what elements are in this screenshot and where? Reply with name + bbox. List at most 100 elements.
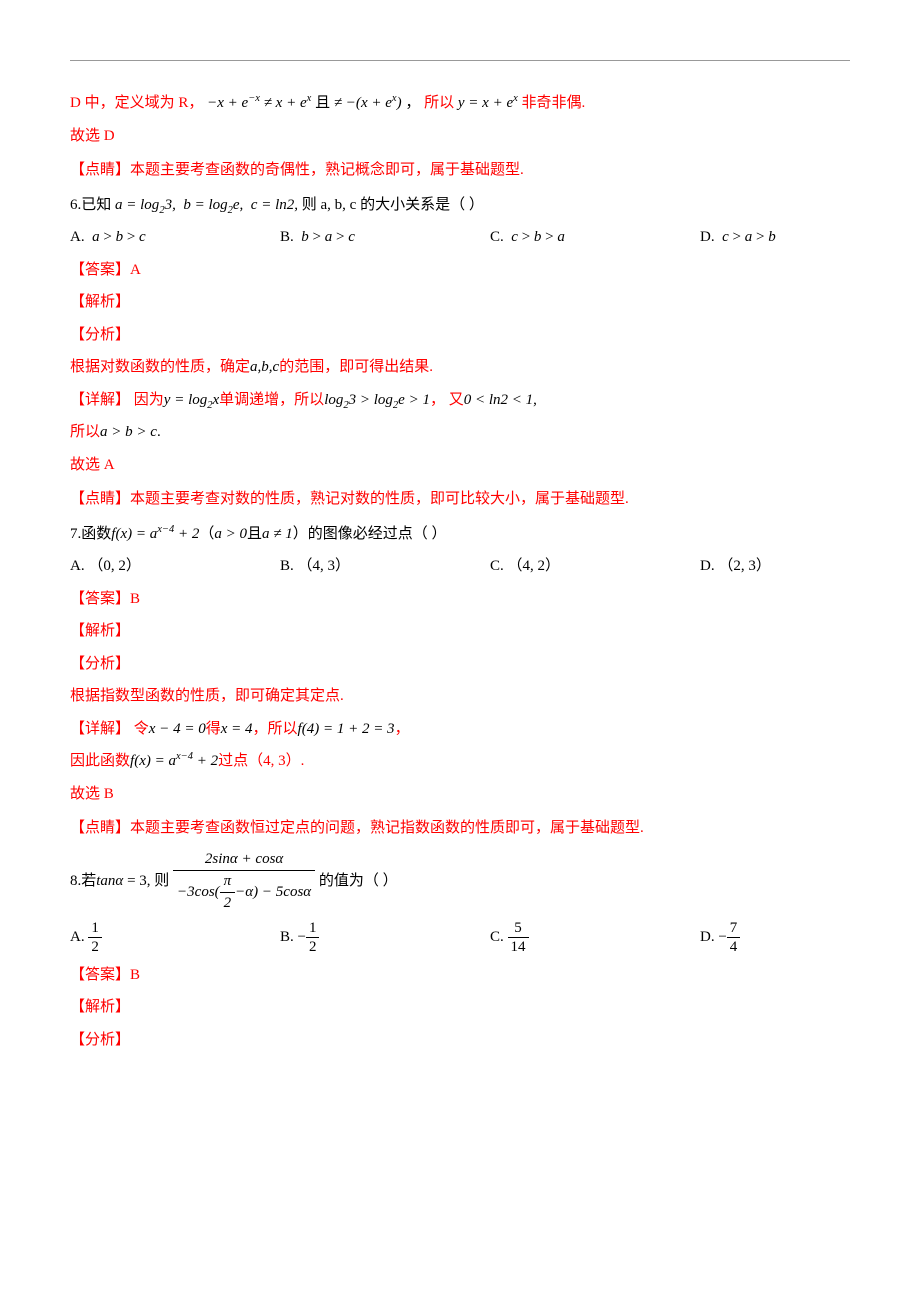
q6-opt-d: D. c > a > b <box>700 223 850 252</box>
q7-xj-m1: x − 4 = 0 <box>149 721 206 737</box>
fenxi8: 【分析】 <box>70 1026 850 1055</box>
q6-xiangjie-body2: 单调递增，所以 <box>219 392 324 408</box>
q7-tail: 的图像必经过点（ ） <box>308 526 447 542</box>
q8-opt-b: B. −12 <box>280 918 490 957</box>
q7-math3: a ≠ 1 <box>262 526 293 542</box>
q7-xiangjie-label: 【详解】 <box>70 721 130 737</box>
q8-options: A. 12 B. −12 C. 514 D. −74 <box>70 918 850 957</box>
q7-xj-m2: x = 4 <box>221 721 253 737</box>
q7-opt-d: D. （2, 3） <box>700 552 850 581</box>
q7-opt-b: B. （4, 3） <box>280 552 490 581</box>
q8-c-pre: C. <box>490 929 508 945</box>
q6-soyi: 所以a > b > c. <box>70 418 850 447</box>
q7-yinci-t2: 过点（4, 3）. <box>218 753 304 769</box>
text-d-comma: ， <box>405 95 420 111</box>
q6-xiangjie-body1: 因为 <box>134 392 164 408</box>
q6-math: a = log23, b = log2e, c = ln2, <box>115 197 298 213</box>
math-d-3: y = x + ex <box>458 95 518 111</box>
q6-opt-b: B. b > a > c <box>280 223 490 252</box>
q6-tail: 则 a, b, c 的大小关系是（ ） <box>302 197 484 213</box>
q8-b-num: 1 <box>306 919 320 938</box>
q7-xj-m3: f(4) = 1 + 2 = 3 <box>298 721 395 737</box>
text-d-tail-2: 非奇非偶. <box>522 95 586 111</box>
q6-fenxi-body: 根据对数函数的性质，确定a,b,c的范围，即可得出结果. <box>70 353 850 382</box>
solution-line-D: D 中，定义域为 R， −x + e−x ≠ x + ex 且 ≠ −(x + … <box>70 89 850 118</box>
q8-d-num: 7 <box>727 919 741 938</box>
q6-xj-math3: 0 < ln2 < 1 <box>464 392 533 408</box>
q6-xj-math1: y = log2x <box>164 392 219 408</box>
q7-yinci: 因此函数f(x) = ax−4 + 2过点（4, 3）. <box>70 747 850 776</box>
answer7: 故选 B <box>70 780 850 809</box>
dianjing-5: 【点睛】本题主要考查函数的奇偶性，熟记概念即可，属于基础题型. <box>70 156 850 185</box>
q6-soyi-text: 所以 <box>70 424 100 440</box>
q8-b-frac: 12 <box>306 919 320 956</box>
fenxi7: 【分析】 <box>70 650 850 679</box>
q8-prefix: 8.若tanα = 3, 则 <box>70 872 169 888</box>
answer-d: 故选 D <box>70 122 850 151</box>
math-d-2: ≠ −(x + ex) <box>334 95 402 111</box>
q6-xj-math2: log23 > log2e > 1 <box>324 392 430 408</box>
q8-c-frac: 514 <box>508 919 529 956</box>
q7-opt-a: A. （0, 2） <box>70 552 280 581</box>
q8-opt-a: A. 12 <box>70 918 280 957</box>
q7-fenxi-body: 根据指数型函数的性质，即可确定其定点. <box>70 682 850 711</box>
q7-math1: f(x) = ax−4 + 2 <box>111 526 199 542</box>
q7-yinci-m: f(x) = ax−4 + 2 <box>130 753 218 769</box>
text-d-tail-1: 所以 <box>424 95 454 111</box>
q8-stem: 8.若tanα = 3, 则 2sinα + cosα −3cos(π2−α) … <box>70 849 850 914</box>
q8-a-num: 1 <box>88 919 102 938</box>
q8-frac-den: −3cos(π2−α) − 5cosα <box>173 871 315 914</box>
q8-c-num: 5 <box>508 919 529 938</box>
q7-yinci-t1: 因此函数 <box>70 753 130 769</box>
q8-opt-c: C. 514 <box>490 918 700 957</box>
q7-xiangjie: 【详解】 令x − 4 = 0得x = 4，所以f(4) = 1 + 2 = 3… <box>70 715 850 744</box>
q8-d-frac: 74 <box>727 919 741 956</box>
q6-fenxi-text-2: 的范围，即可得出结果. <box>279 359 433 375</box>
jiexi7: 【解析】 <box>70 617 850 646</box>
q6-stem: 6.已知 a = log23, b = log2e, c = ln2, 则 a,… <box>70 191 850 220</box>
q8-a-pre: A. <box>70 929 88 945</box>
q6-xiangjie-tail1: 又 <box>449 392 464 408</box>
q8-c-den: 14 <box>508 938 529 956</box>
q6-fenxi-text-1: 根据对数函数的性质，确定 <box>70 359 250 375</box>
dianjing-7: 【点睛】本题主要考查函数恒过定点的问题，熟记指数函数的性质即可，属于基础题型. <box>70 814 850 843</box>
q6-soyi-math: a > b > c <box>100 424 157 440</box>
q7-opt-c: C. （4, 2） <box>490 552 700 581</box>
q6-fenxi-math: a,b,c <box>250 359 279 375</box>
dianjing-6: 【点睛】本题主要考查对数的性质，熟记对数的性质，即可比较大小，属于基础题型. <box>70 485 850 514</box>
text-d-and: 且 <box>315 95 330 111</box>
q7-prefix: 7.函数 <box>70 526 111 542</box>
q6-xiangjie-tail2: , <box>533 392 537 408</box>
q8-tail: 的值为（ ） <box>319 872 398 888</box>
q8-frac-num: 2sinα + cosα <box>173 849 315 871</box>
q8-opt-d: D. −74 <box>700 918 850 957</box>
q7-math2: a > 0 <box>214 526 247 542</box>
q6-xiangjie-label: 【详解】 <box>70 392 130 408</box>
ans7: 【答案】B <box>70 585 850 614</box>
q7-options: A. （0, 2） B. （4, 3） C. （4, 2） D. （2, 3） <box>70 552 850 581</box>
q7-xj-t3: ，所以 <box>253 721 298 737</box>
math-d-1: −x + e−x ≠ x + ex <box>207 95 311 111</box>
q6-prefix: 6.已知 <box>70 197 115 213</box>
q8-d-den: 4 <box>727 938 741 956</box>
q6-opt-c: C. c > b > a <box>490 223 700 252</box>
q6-soyi-dot: . <box>157 424 161 440</box>
q8-a-frac: 12 <box>88 919 102 956</box>
q6-xiangjie: 【详解】 因为y = log2x单调递增，所以log23 > log2e > 1… <box>70 386 850 415</box>
q8-d-pre: D. − <box>700 929 727 945</box>
q6-xiangjie-body3: ， <box>430 392 445 408</box>
q8-b-pre: B. − <box>280 929 306 945</box>
jiexi6: 【解析】 <box>70 288 850 317</box>
q8-fraction: 2sinα + cosα −3cos(π2−α) − 5cosα <box>173 849 315 914</box>
ans8: 【答案】B <box>70 961 850 990</box>
q8-b-den: 2 <box>306 938 320 956</box>
q6-opt-a: A. a > b > c <box>70 223 280 252</box>
text-d-intro: D 中，定义域为 R， <box>70 95 203 111</box>
page-container: D 中，定义域为 R， −x + e−x ≠ x + ex 且 ≠ −(x + … <box>0 0 920 1098</box>
q7-xj-t2: 得 <box>206 721 221 737</box>
top-rule <box>70 60 850 61</box>
jiexi8: 【解析】 <box>70 993 850 1022</box>
q6-options: A. a > b > c B. b > a > c C. c > b > a D… <box>70 223 850 252</box>
fenxi6: 【分析】 <box>70 321 850 350</box>
answer6: 故选 A <box>70 451 850 480</box>
